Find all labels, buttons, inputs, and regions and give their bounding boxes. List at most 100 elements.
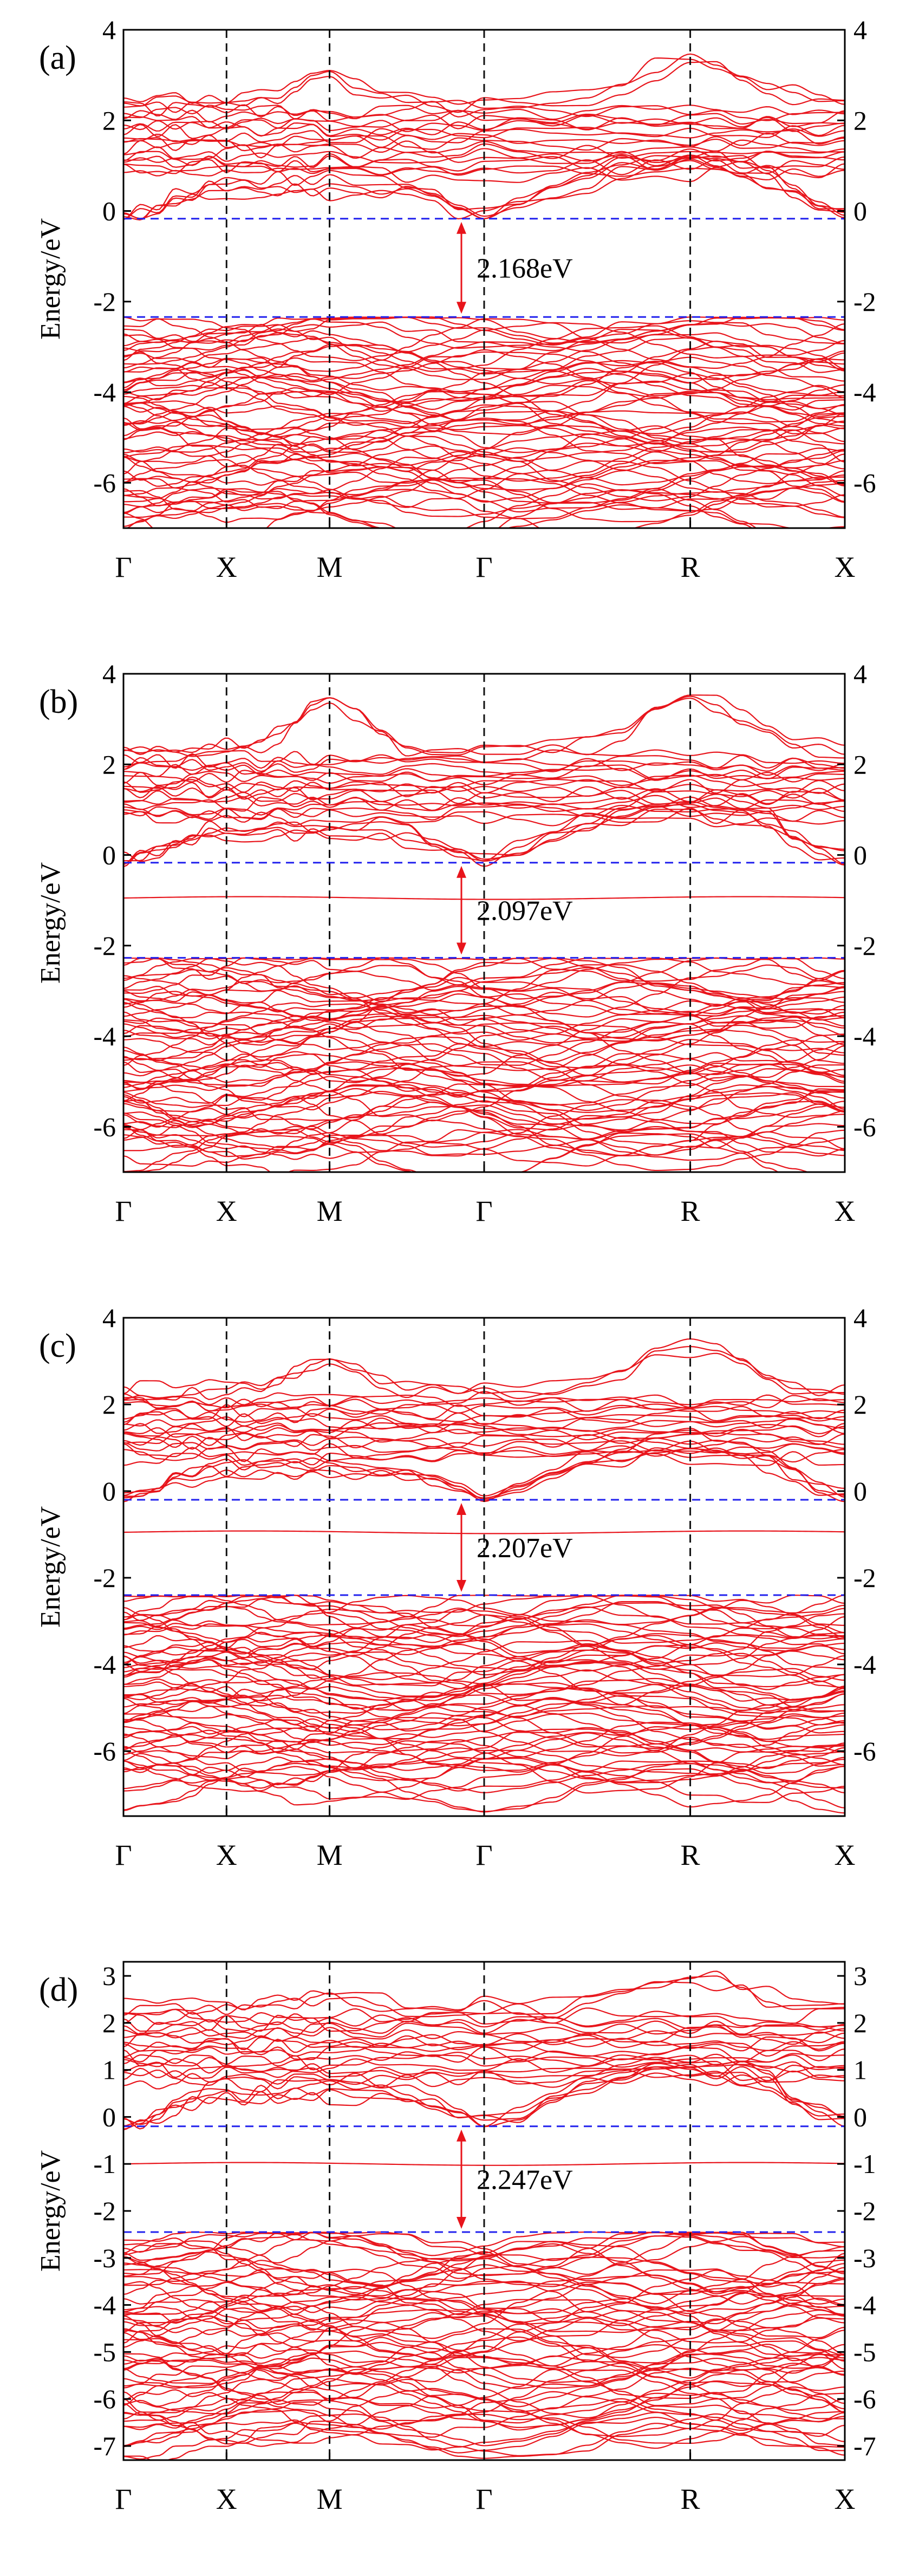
k-point-label: Γ — [475, 1195, 492, 1227]
valence-band-line-28 — [123, 400, 845, 453]
conduction-band-line-23 — [123, 1981, 845, 2019]
conduction-band-line-20 — [123, 2014, 845, 2032]
y-tick-label-left: -5 — [93, 2337, 116, 2367]
valence-band-line-39 — [123, 1641, 845, 1688]
valence-band-line-26 — [123, 1051, 845, 1098]
y-tick-label-right: -3 — [853, 2243, 876, 2273]
y-tick-label-right: 4 — [853, 15, 867, 45]
y-tick-label-left: -6 — [93, 2384, 116, 2414]
valence-band-line-42 — [123, 1641, 845, 1673]
band-panel-d: 2.247eV -7 -7 -6 -6 -5 -5 -4 -4 -3 -3 -2 -2 -1 -1 0 0 1 1 2… — [35, 1961, 876, 2515]
valence-band-line-31 — [123, 2307, 845, 2362]
y-tick-label-left: 2 — [102, 2008, 116, 2038]
conduction-band-line-1 — [123, 154, 845, 221]
valence-band-line-4 — [123, 1129, 845, 1161]
valence-band-line-58 — [123, 2232, 845, 2261]
defect-level-line — [123, 1530, 845, 1534]
defect-level-line — [123, 896, 845, 900]
valence-band-line-41 — [123, 2286, 845, 2315]
valence-band-line-18 — [123, 1084, 845, 1115]
gap-arrow-head-top — [457, 866, 466, 878]
valence-band-line-50 — [123, 2251, 845, 2288]
valence-band-line-12 — [123, 456, 845, 503]
y-axis-label: Energy/eV — [35, 1506, 66, 1628]
valence-band-line-48 — [123, 1609, 845, 1664]
valence-band-line-34 — [123, 1658, 845, 1702]
y-tick-label-left: -3 — [93, 2243, 116, 2273]
y-tick-label-left: 2 — [102, 749, 116, 779]
valence-band-line-5 — [123, 2401, 845, 2448]
valence-band-line-30 — [123, 1036, 845, 1083]
valence-band-line-2 — [123, 1764, 845, 1803]
y-tick-label-left: 0 — [102, 840, 116, 870]
valence-band-line-23 — [123, 1056, 845, 1110]
y-axis-label: Energy/eV — [35, 2150, 66, 2272]
y-tick-label-left: -4 — [93, 377, 116, 407]
y-tick-label-right: -5 — [853, 2337, 876, 2367]
y-axis-label: Energy/eV — [35, 862, 66, 984]
band-panel-c: 2.207eV -6 -6 -4 -4 -2 -2 0 0 2 2 4 4 Γ X M Γ R X Energy/eV… — [35, 1303, 876, 1871]
y-tick-label-left: -4 — [93, 1649, 116, 1680]
y-tick-label-right: -1 — [853, 2149, 876, 2179]
k-point-label: X — [835, 2483, 856, 2515]
y-tick-label-left: 0 — [102, 1476, 116, 1506]
valence-band-line-36 — [123, 1651, 845, 1700]
k-point-label: Γ — [115, 2483, 132, 2515]
y-tick-label-right: 0 — [853, 840, 867, 870]
k-point-label: Γ — [115, 1195, 132, 1227]
gap-value-label: 2.207eV — [477, 1533, 573, 1564]
y-tick-label-right: 2 — [853, 1389, 867, 1420]
valence-band-line-53 — [123, 967, 845, 1002]
k-point-label: Γ — [475, 1839, 492, 1871]
valence-band-line-25 — [123, 1694, 845, 1727]
k-point-label: X — [835, 551, 856, 583]
y-tick-label-right: 4 — [853, 1303, 867, 1333]
y-tick-label-left: 4 — [102, 659, 116, 689]
y-tick-label-right: -4 — [853, 2290, 876, 2320]
k-point-label: Γ — [115, 1839, 132, 1871]
valence-band-line-1 — [123, 1128, 810, 1172]
conduction-band-line-25 — [123, 1338, 845, 1395]
y-tick-label-right: -2 — [853, 287, 876, 317]
y-tick-label-left: -2 — [93, 931, 116, 961]
y-tick-label-left: -4 — [93, 2290, 116, 2320]
conduction-band-line-10 — [123, 2054, 845, 2071]
valence-band-line-6 — [123, 1758, 845, 1786]
valence-band-line-13 — [123, 1090, 845, 1140]
valence-band-line-40 — [123, 2279, 845, 2331]
conduction-band-line-22 — [123, 101, 845, 118]
y-tick-label-right: 2 — [853, 749, 867, 779]
panel-label: (c) — [39, 1328, 76, 1364]
valence-band-line-32 — [123, 391, 845, 437]
valence-band-line-12 — [123, 1103, 845, 1134]
valence-band-line-19 — [123, 1067, 845, 1122]
valence-band-line-51 — [123, 330, 845, 370]
y-tick-label-right: 0 — [853, 1476, 867, 1506]
y-tick-label-right: -2 — [853, 1563, 876, 1593]
conduction-band-line-15 — [123, 775, 845, 791]
k-point-label: X — [835, 1195, 856, 1227]
gap-arrow-head-top — [457, 2129, 466, 2142]
conduction-band-line-16 — [123, 1411, 845, 1427]
valence-band-line-53 — [123, 1598, 845, 1643]
valence-band-line-11 — [123, 2378, 845, 2428]
y-tick-label-right: -6 — [853, 2384, 876, 2414]
valence-band-line-23 — [123, 2337, 845, 2384]
y-tick-label-left: -6 — [93, 1736, 116, 1766]
y-tick-label-right: -4 — [853, 1021, 876, 1051]
conduction-band-line-3 — [123, 797, 845, 862]
gap-arrow-head-bottom — [457, 2217, 466, 2229]
y-tick-label-right: -4 — [853, 377, 876, 407]
y-tick-label-left: 4 — [102, 15, 116, 45]
valence-band-line-44 — [123, 349, 845, 396]
y-tick-label-right: -7 — [853, 2431, 876, 2461]
k-point-label: X — [835, 1839, 856, 1871]
y-tick-label-left: 2 — [102, 1389, 116, 1420]
k-point-label: Γ — [475, 551, 492, 583]
k-point-label: R — [681, 551, 700, 583]
valence-band-line-46 — [123, 351, 845, 384]
valence-band-line-52 — [123, 324, 845, 373]
gap-arrow-head-bottom — [457, 942, 466, 955]
y-tick-label-left: 1 — [102, 2055, 116, 2085]
conduction-band-line-24 — [123, 53, 845, 109]
